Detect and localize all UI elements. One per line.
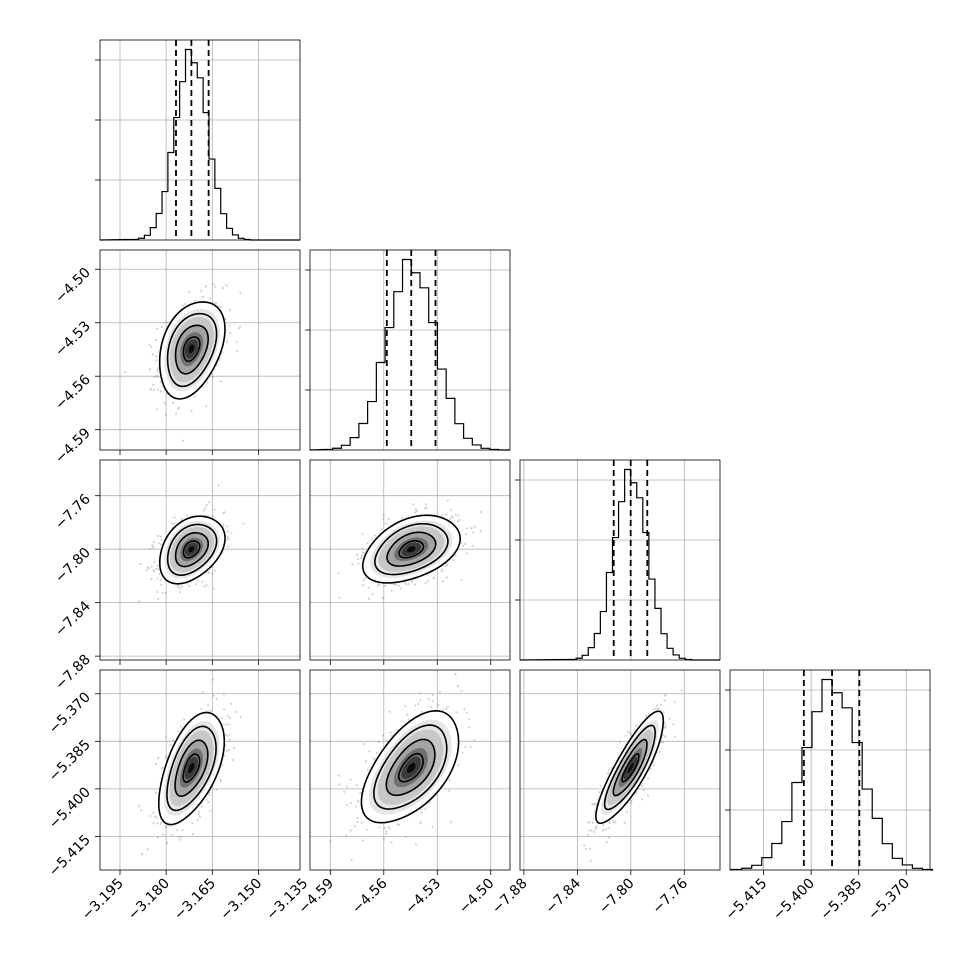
y-tick-label-3-2: −5.385 [46,737,94,785]
x-tick-label-3-3: −5.370 [865,876,913,924]
contour-0-1-3 [158,301,226,400]
panel-frame-2-3 [519,669,721,871]
density-1-2-6 [406,546,416,553]
contour-2-3-1 [612,738,648,797]
panel-frame-0-3 [99,669,301,871]
x-tick-label-2-2: −7.80 [596,876,638,918]
contour-0-1-1 [174,324,209,375]
y-tick-label-3-0: −5.415 [46,832,94,880]
contour-0-2-1 [174,531,210,568]
y-tick-label-2-1: −7.84 [52,598,94,640]
contour-0-1-2 [166,312,218,388]
x-tick-label-0-1: −3.180 [125,876,173,924]
contour-2-3-2 [603,724,656,811]
contour-1-2-2 [374,522,449,576]
x-tick-label-3-1: −5.400 [770,876,818,924]
panel-0-3 [95,669,301,875]
density-0-3-6 [188,762,195,774]
y-tick-label-2-2: −7.80 [52,545,94,587]
hist-frame-3 [729,669,931,871]
hist-panel-0 [95,39,301,241]
contour-1-3-3 [360,709,460,824]
hist-frame-2 [519,459,721,661]
x-tick-label-3-2: −5.385 [818,876,866,924]
y-tick-label-3-3: −5.370 [46,689,94,737]
y-tick-label-1-0: −4.59 [52,425,94,467]
density-1-3-6 [406,762,416,773]
y-tick-label-1-1: −4.56 [52,372,94,414]
hist-frame-1 [309,249,511,451]
contour-0-2-2 [166,523,218,576]
x-tick-label-0-3: −3.150 [217,876,265,924]
x-tick-label-2-1: −7.84 [543,875,585,917]
density-2-3-6 [627,762,634,773]
y-tick-label-1-2: −4.53 [52,318,94,360]
panel-2-3 [519,669,721,875]
y-tick-label-1-3: −4.50 [52,265,94,307]
contour-2-3-3 [595,710,665,825]
x-tick-label-0-2: −3.165 [171,876,219,924]
contour-0-1-0 [182,336,201,363]
contour-1-2-3 [361,514,462,584]
contour-1-3-0 [397,752,424,783]
contour-0-2-0 [182,540,201,559]
hist-frame-0 [99,39,301,241]
panel-frame-0-1 [99,249,301,451]
hist-panel-3 [725,669,934,871]
hist-panel-2 [515,459,721,661]
contour-0-2-3 [158,515,226,585]
contour-1-2-0 [398,539,425,559]
x-tick-label-1-2: −4.53 [402,876,444,918]
panel-1-2 [309,459,511,665]
contour-1-3-1 [385,738,436,797]
panel-frame-1-2 [309,459,511,661]
hist-bg-3 [730,670,930,870]
contour-0-3-2 [166,725,217,812]
x-tick-label-3-0: −5.415 [722,876,770,924]
panel-frame-0-2 [99,459,301,661]
contour-2-3-0 [621,752,640,783]
x-tick-label-0-0: −3.195 [79,876,127,924]
density-0-2-6 [188,546,195,553]
contour-1-2-1 [386,531,437,567]
y-tick-label-3-1: −5.400 [46,784,94,832]
hist-bg-1 [310,250,510,450]
x-tick-label-2-0: −7.88 [489,876,531,918]
hist-bg-0 [100,40,300,240]
y-tick-label-2-3: −7.76 [52,491,94,533]
panel-0-2 [95,459,301,665]
x-tick-label-1-3: −4.50 [456,876,498,918]
contour-1-3-2 [373,724,448,810]
hist-panel-1 [305,249,511,451]
hist-bg-2 [520,460,720,660]
x-tick-label-1-1: −4.56 [349,875,391,917]
contour-0-3-1 [174,739,209,798]
panel-0-1 [95,249,301,455]
contour-0-3-3 [157,711,226,826]
density-0-1-6 [188,344,195,354]
x-tick-label-2-3: −7.76 [649,875,691,917]
y-tick-label-2-0: −7.88 [52,652,94,694]
panel-1-3 [309,669,511,875]
panel-frame-1-3 [309,669,511,871]
contour-0-3-0 [182,753,201,783]
